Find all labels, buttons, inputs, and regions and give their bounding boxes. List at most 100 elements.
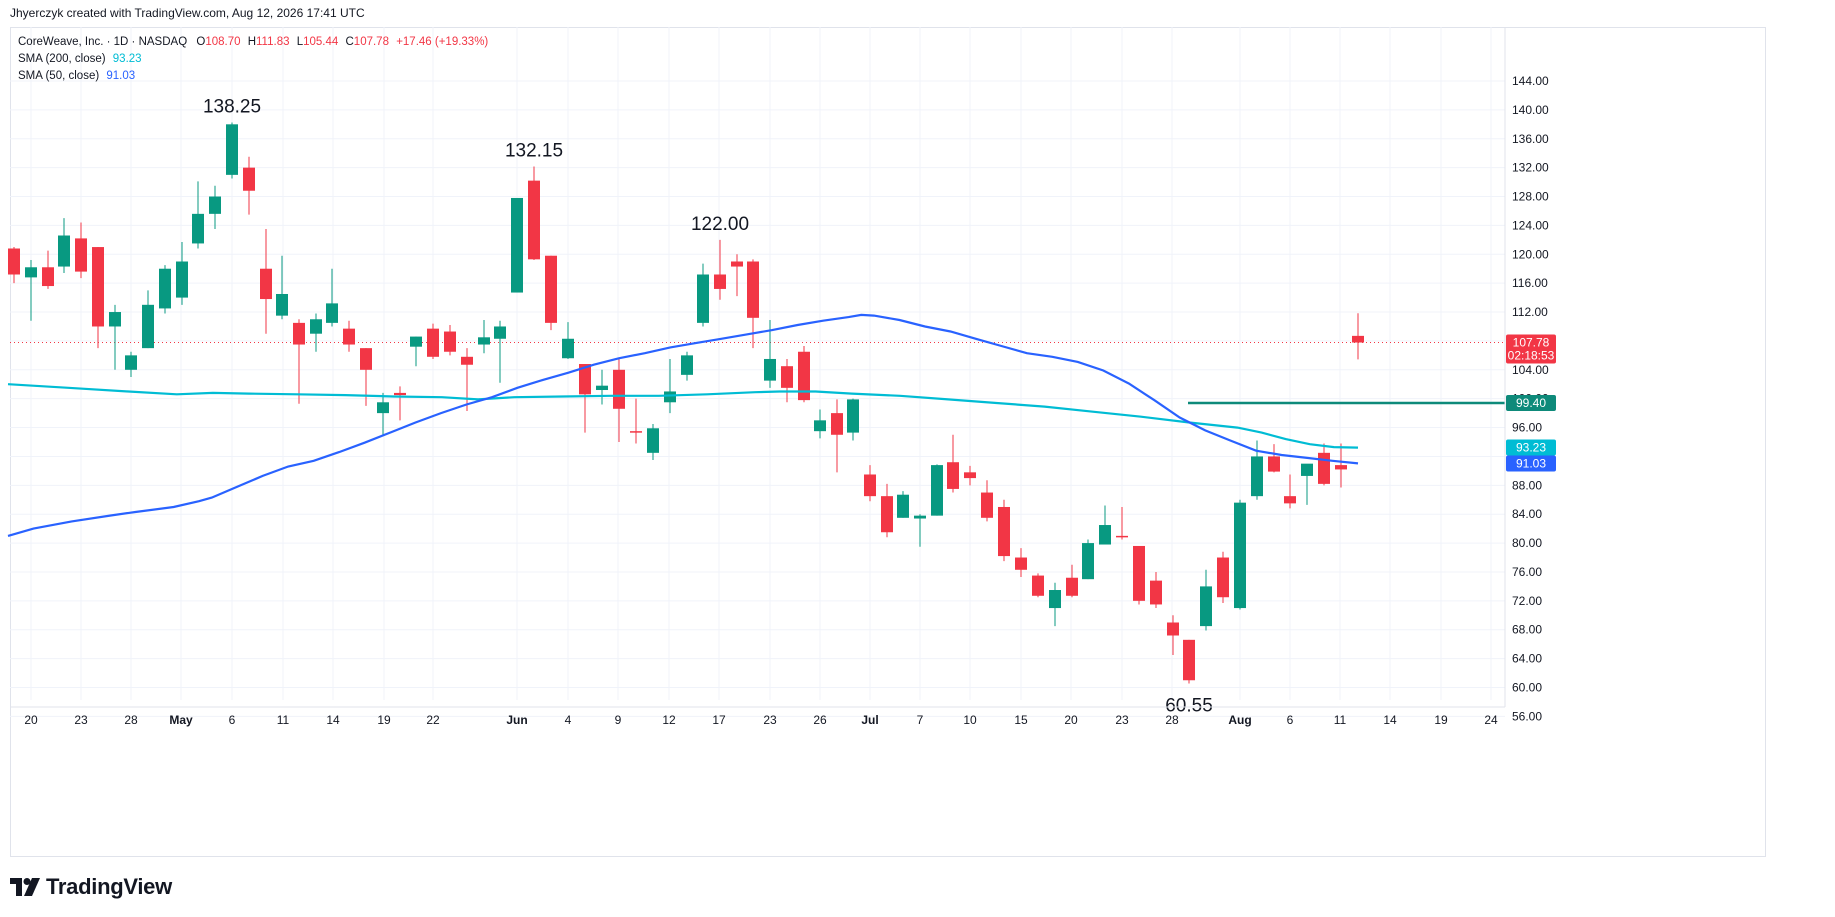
candle-body — [159, 268, 171, 309]
candle-body — [25, 267, 37, 278]
candle — [1217, 551, 1229, 604]
price-axis-label: 96.00 — [1512, 421, 1542, 435]
candle-body — [1335, 465, 1347, 470]
candle — [681, 351, 693, 381]
candle — [209, 185, 221, 230]
candle-body — [1082, 543, 1094, 580]
price-axis-label: 128.00 — [1512, 190, 1549, 204]
candle — [1099, 505, 1111, 545]
candle — [310, 313, 322, 352]
candle — [714, 239, 726, 300]
candle-body — [310, 319, 322, 334]
price-axis-label: 68.00 — [1512, 623, 1542, 637]
candle — [192, 181, 204, 249]
sma200-price-tag: 93.23 — [1506, 439, 1556, 456]
candle — [596, 369, 608, 405]
candle-body — [326, 303, 338, 323]
candle-body — [1116, 535, 1128, 538]
candle — [444, 325, 456, 356]
candle-body — [192, 213, 204, 244]
chart-legend: CoreWeave, Inc. · 1D · NASDAQ O108.70 H1… — [18, 34, 488, 85]
time-axis-label: 20 — [24, 713, 38, 727]
price-axis: 144.00 140.00 136.00 132.00 128.00 124.00 120.… — [1504, 27, 1549, 723]
candle — [360, 348, 372, 406]
time-axis-label: 24 — [1484, 713, 1498, 727]
price-axis-label: 144.00 — [1512, 74, 1549, 88]
tradingview-brand[interactable]: TradingView — [10, 874, 172, 900]
sma200-price-tag-text: 93.23 — [1516, 441, 1546, 455]
time-axis-label: 22 — [426, 713, 440, 727]
tradingview-logo-icon — [10, 878, 40, 896]
candle — [798, 345, 810, 403]
candle — [1082, 539, 1094, 580]
sma-layer — [7, 313, 1359, 537]
candle — [1301, 463, 1313, 505]
candle-body — [478, 337, 490, 345]
candle-body — [613, 369, 625, 409]
time-axis-label: 23 — [74, 713, 88, 727]
candle-body — [664, 391, 676, 403]
sma50-price-tag: 91.03 — [1506, 455, 1556, 472]
price-annotation: 132.15 — [505, 141, 563, 162]
candle-body — [998, 506, 1010, 557]
candle — [1335, 443, 1347, 488]
candle — [897, 491, 909, 518]
close-value: 107.78 — [353, 36, 389, 48]
candle — [964, 465, 976, 486]
candle-body — [596, 385, 608, 391]
candle-body — [1318, 452, 1330, 484]
time-axis-label: 11 — [277, 713, 290, 727]
legend-sma200-row[interactable]: SMA (200, close) 93.23 — [18, 51, 488, 68]
candle — [647, 423, 659, 461]
price-axis-label: 132.00 — [1512, 161, 1549, 175]
chart-frame[interactable] — [10, 27, 1766, 857]
candle-body — [377, 402, 389, 414]
legend-sma50-row[interactable]: SMA (50, close) 91.03 — [18, 68, 488, 85]
candle-body — [947, 462, 959, 489]
grid-layer — [10, 27, 1505, 717]
candle-body — [1301, 463, 1313, 476]
candle-body — [243, 167, 255, 191]
candle-body — [714, 274, 726, 289]
time-axis-label: May — [169, 713, 193, 727]
change-value: +17.46 (+19.33%) — [396, 36, 489, 48]
price-axis-label: 120.00 — [1512, 247, 1549, 261]
candle — [1352, 313, 1364, 360]
candle — [579, 364, 591, 433]
candle — [109, 304, 121, 370]
candle-body — [814, 420, 826, 432]
candle-body — [92, 247, 104, 327]
time-axis-label: 12 — [662, 713, 676, 727]
candle-body — [931, 465, 943, 516]
sma200-value: 93.23 — [112, 53, 142, 65]
candle-body — [579, 364, 591, 395]
candle — [630, 398, 642, 444]
candle — [1015, 548, 1027, 578]
price-annotation: 122.00 — [691, 214, 749, 235]
candle-body — [630, 431, 642, 433]
price-annotation: 60.55 — [1165, 696, 1213, 717]
level-price-tag-text: 99.40 — [1516, 396, 1546, 410]
candle — [25, 260, 37, 321]
symbol-label[interactable]: CoreWeave, Inc. · 1D · NASDAQ — [18, 36, 188, 48]
candle — [562, 322, 574, 359]
candle — [58, 218, 70, 274]
candle-body — [1049, 590, 1061, 609]
candle-body — [1234, 502, 1246, 609]
time-axis-label: 19 — [1434, 713, 1448, 727]
candle-body — [109, 312, 121, 327]
candle-body — [1352, 335, 1364, 343]
time-axis-label: 19 — [377, 713, 391, 727]
sma50-label: SMA (50, close) — [18, 70, 100, 82]
chart-attribution: Jhyerczyk created with TradingView.com, … — [10, 6, 365, 20]
candle — [914, 514, 926, 547]
candle — [276, 255, 288, 320]
candle — [947, 434, 959, 493]
candle — [847, 398, 859, 441]
candle-body — [8, 248, 20, 275]
candle-body — [461, 356, 473, 365]
open-label: O — [196, 36, 206, 48]
candle — [1066, 564, 1078, 598]
